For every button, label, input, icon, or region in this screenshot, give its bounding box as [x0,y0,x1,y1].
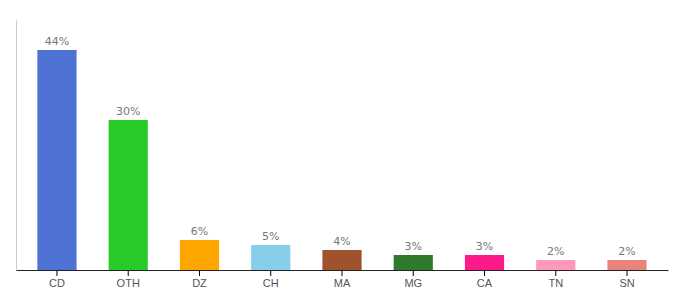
x-tick-label: TN [548,277,563,289]
x-tick-mark [555,270,556,276]
data-label: 4% [333,235,350,248]
x-tick-mark [128,270,129,276]
x-axis: CD OTH DZ CH MA MG CA TN SN [17,270,669,289]
x-tick-label: CD [49,277,65,289]
x-tick-mark [627,270,628,276]
bar [251,245,290,270]
x-tick: CH [263,270,279,289]
data-label: 3% [476,240,493,253]
x-tick-label: OTH [117,277,140,289]
bar [394,255,433,270]
x-tick-label: DZ [192,277,207,289]
x-tick: CD [49,270,65,289]
x-tick-mark [484,270,485,276]
x-tick: DZ [192,270,207,289]
data-label: 6% [191,225,208,238]
y-axis [16,21,17,271]
x-tick: TN [548,270,563,289]
x-tick-mark [413,270,414,276]
data-label: 5% [262,230,279,243]
data-label: 2% [618,245,635,258]
x-tick-mark [199,270,200,276]
data-label: 3% [405,240,422,253]
x-tick-mark [270,270,271,276]
x-tick-label: MA [334,277,351,289]
x-tick: MA [334,270,351,289]
data-label: 44% [45,35,69,48]
x-tick-label: SN [619,277,634,289]
x-tick: OTH [117,270,140,289]
y-axis-line [16,21,17,271]
x-tick-label: CH [263,277,279,289]
x-tick: SN [619,270,634,289]
x-tick-mark [56,270,57,276]
bar [607,260,646,270]
x-tick-label: CA [477,277,493,289]
bar [109,120,148,270]
bar [465,255,504,270]
x-tick-mark [342,270,343,276]
plot: CD OTH DZ CH MA MG CA TN SN 44% 30% 6% 5% 4% 3% 3% 2% 2% [17,21,669,289]
x-tick-label: MG [404,277,422,289]
data-label: 2% [547,245,564,258]
x-tick: MG [404,270,422,289]
bar [180,240,219,270]
bars [37,50,646,270]
chart: CD OTH DZ CH MA MG CA TN SN 44% 30% 6% 5% 4% 3% 3% 2% 2% [0,0,680,300]
data-label: 30% [116,105,140,118]
bar [536,260,575,270]
bar [322,250,361,270]
bar [37,50,76,270]
x-tick: CA [477,270,493,289]
data-labels: 44% 30% 6% 5% 4% 3% 3% 2% 2% [45,35,636,258]
